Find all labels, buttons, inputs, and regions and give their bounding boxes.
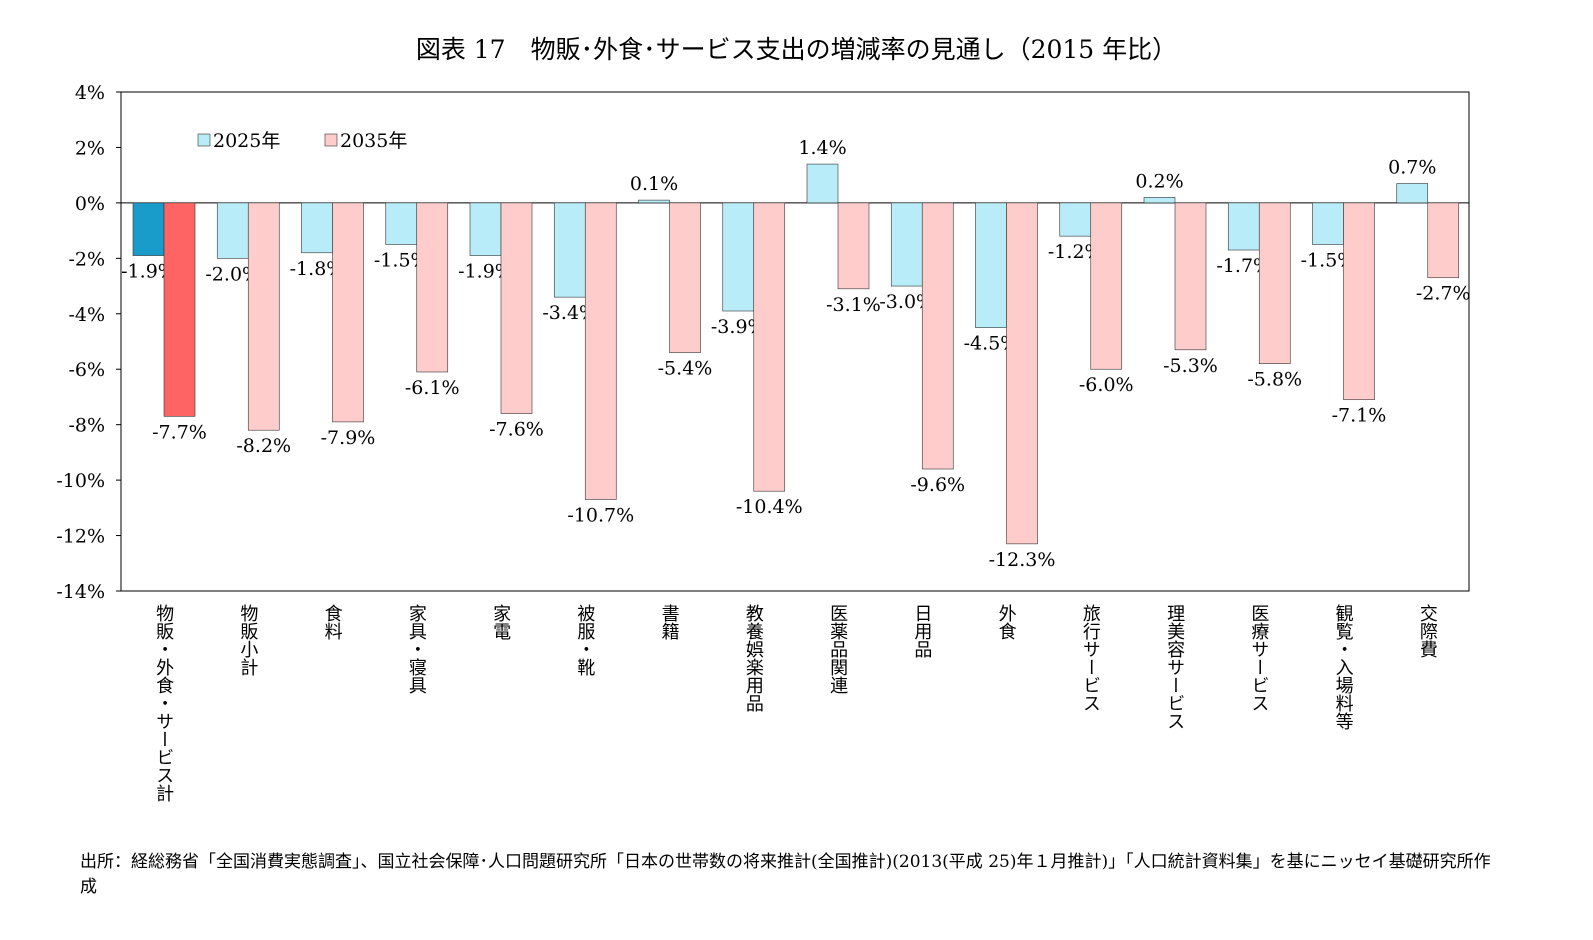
- data-label: -6.0%: [1079, 374, 1134, 396]
- bar-2035: [1258, 202, 1291, 364]
- category-label: 物販・外食・サービス計: [153, 604, 175, 802]
- data-label: -1.7%: [1216, 255, 1271, 277]
- plot-area: [120, 91, 1470, 592]
- bar-2035: [1090, 202, 1123, 370]
- data-label: -1.9%: [458, 261, 513, 283]
- bar-2025: [385, 202, 418, 245]
- bar-2025: [722, 202, 755, 312]
- y-tick-label: 2%: [75, 137, 105, 159]
- data-label: -5.4%: [658, 358, 713, 380]
- bar-2035: [837, 202, 870, 290]
- y-tick-label: -8%: [68, 415, 105, 437]
- bar-2035: [247, 202, 280, 431]
- data-label: -5.3%: [1163, 355, 1218, 377]
- bar-2025: [469, 202, 502, 256]
- bar-2025: [1143, 197, 1176, 204]
- bar-2035: [500, 202, 533, 414]
- bar-2025: [216, 202, 249, 259]
- y-tick-label: -14%: [56, 581, 105, 603]
- category-label: 被服・靴: [574, 604, 596, 676]
- bar-2035: [1006, 202, 1038, 545]
- category-label: 物販小計: [237, 604, 259, 676]
- bar-2025: [1396, 183, 1429, 204]
- data-label: -12.3%: [989, 549, 1056, 571]
- source-note: 出所：経総務省「全国消費実態調査」、国立社会保障･人口問題研究所「日本の世帯数の…: [80, 852, 1491, 897]
- data-label: -2.7%: [1416, 283, 1471, 305]
- data-label: -1.5%: [1301, 249, 1356, 271]
- data-label: -7.9%: [321, 427, 376, 449]
- data-label: -4.5%: [964, 333, 1019, 355]
- category-label: 理美容サービス: [1164, 604, 1186, 730]
- bar-2025: [132, 202, 165, 256]
- bar-2035: [1174, 202, 1207, 351]
- bar-2035: [1343, 202, 1375, 401]
- y-tick-label: 4%: [75, 82, 105, 104]
- category-label: 交際費: [1416, 604, 1438, 658]
- data-label: -1.9%: [121, 261, 176, 283]
- bar-2035: [416, 202, 449, 373]
- data-label: -10.4%: [736, 496, 803, 518]
- category-label: 医薬品関連: [827, 604, 849, 694]
- chart-title: 図表 17 物販･外食･サービス支出の増減率の見通し（2015 年比）: [415, 35, 1178, 64]
- category-label: 食料: [321, 604, 343, 640]
- data-label: -3.1%: [826, 294, 881, 316]
- data-label: 0.2%: [1135, 170, 1183, 192]
- category-label: 観覧・入場料等: [1332, 604, 1354, 730]
- bar-2035: [163, 202, 196, 417]
- bar-2025: [806, 163, 839, 204]
- data-label: -7.6%: [489, 419, 544, 441]
- bar-2035: [584, 202, 617, 500]
- data-label: -8.2%: [236, 435, 291, 457]
- data-label: 0.1%: [630, 173, 678, 195]
- bar-2035: [753, 202, 786, 492]
- category-label: 旅行サービス: [1079, 604, 1101, 712]
- bar-2025: [301, 202, 333, 254]
- y-tick-label: -2%: [68, 248, 105, 270]
- data-label: -7.1%: [1332, 405, 1387, 427]
- bar-2025: [1312, 202, 1344, 245]
- legend-label: 2035年: [340, 130, 407, 152]
- category-label: 書籍: [658, 604, 680, 640]
- data-label: -6.1%: [405, 377, 460, 399]
- bar-2025: [553, 202, 586, 298]
- y-tick-label: 0%: [75, 193, 105, 215]
- y-tick-label: -4%: [68, 304, 105, 326]
- bar-2035: [921, 202, 954, 470]
- category-label: 医療サービス: [1248, 604, 1270, 712]
- data-label: -1.5%: [374, 249, 429, 271]
- y-tick-label: -10%: [56, 470, 105, 492]
- category-label: 外食: [995, 604, 1017, 640]
- y-tick-label: -6%: [68, 359, 105, 381]
- data-label: -7.7%: [152, 421, 207, 443]
- data-label: -3.4%: [542, 302, 597, 324]
- bar-2025: [1059, 202, 1092, 237]
- bar-2025: [1227, 202, 1260, 251]
- category-label: 教養娯楽用品: [742, 604, 764, 712]
- category-label: 家具・寝具: [405, 604, 427, 694]
- data-label: -1.2%: [1048, 241, 1103, 263]
- data-label: -9.6%: [910, 474, 965, 496]
- data-label: 0.7%: [1388, 156, 1436, 178]
- data-label: -5.8%: [1247, 369, 1302, 391]
- bar-2035: [1427, 202, 1460, 279]
- bar-2025: [638, 199, 670, 204]
- legend-swatch: [324, 133, 338, 147]
- data-label: -1.8%: [290, 258, 345, 280]
- bar-2035: [669, 202, 701, 353]
- bar-2025: [890, 202, 923, 287]
- data-label: -3.9%: [711, 316, 766, 338]
- data-label: -2.0%: [205, 263, 260, 285]
- category-label: 日用品: [911, 604, 933, 658]
- bar-2025: [975, 202, 1007, 328]
- data-label: 1.4%: [798, 137, 846, 159]
- bar-2035: [332, 202, 364, 423]
- legend-label: 2025年: [213, 130, 280, 152]
- y-tick-label: -12%: [56, 526, 105, 548]
- data-label: -10.7%: [567, 505, 634, 527]
- legend-swatch: [197, 133, 211, 147]
- data-label: -3.0%: [879, 291, 934, 313]
- category-label: 家電: [490, 604, 512, 640]
